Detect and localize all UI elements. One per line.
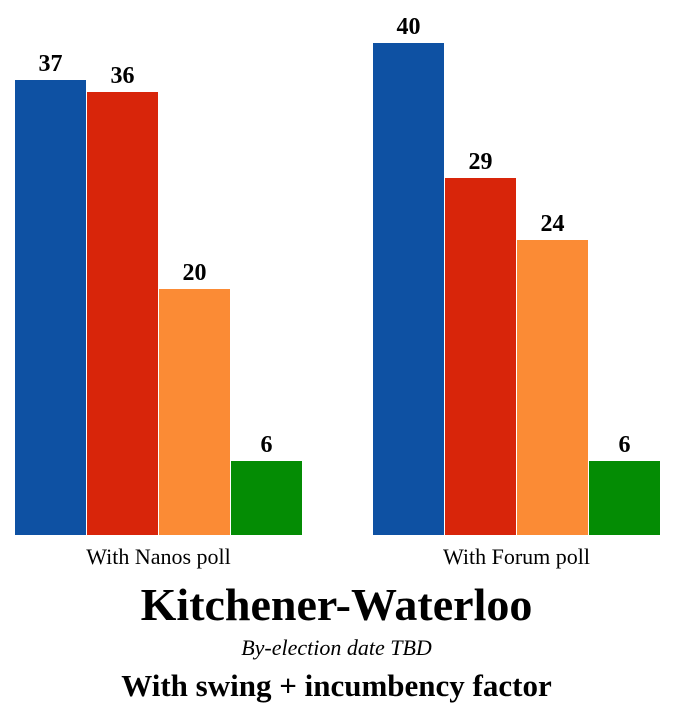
bar-orange	[159, 289, 230, 535]
bar-green	[231, 461, 302, 535]
bar-value-label: 36	[110, 63, 135, 89]
bar-group-bars: 37 36 20 6	[15, 0, 302, 535]
bar-green	[589, 461, 660, 535]
bar-group: 37 36 20 6 With Nanos poll	[15, 0, 302, 570]
bar-value-label: 29	[468, 149, 493, 175]
bar-value-label: 20	[182, 260, 207, 286]
bar-with-label: 37	[15, 51, 86, 535]
bar-group: 40 29 24 6 With Forum poll	[373, 0, 660, 570]
bar-group-bars: 40 29 24 6	[373, 0, 660, 535]
bar-with-label: 24	[517, 211, 588, 535]
bar-with-label: 6	[231, 432, 302, 535]
chart-subtitle: By-election date TBD	[241, 635, 432, 660]
bar-red	[445, 178, 516, 535]
chart-footnote: With swing + incumbency factor	[121, 668, 552, 703]
chart-title: Kitchener-Waterloo	[140, 579, 533, 630]
bar-blue	[373, 43, 444, 535]
bar-red	[87, 92, 158, 535]
bar-orange	[517, 240, 588, 535]
bar-blue	[15, 80, 86, 535]
bar-chart-plot-area: 37 36 20 6 With Nanos poll 40 29 24 6 With Forum …	[15, 0, 660, 570]
bar-with-label: 40	[373, 14, 444, 535]
bar-with-label: 6	[589, 432, 660, 535]
bar-value-label: 24	[540, 211, 565, 237]
bar-with-label: 29	[445, 149, 516, 535]
bar-value-label: 6	[260, 432, 273, 458]
bar-value-label: 40	[396, 14, 421, 40]
group-label: With Forum poll	[442, 544, 590, 569]
caption-block: Kitchener-Waterloo By-election date TBD …	[0, 581, 673, 703]
group-label: With Nanos poll	[86, 544, 231, 569]
bar-value-label: 37	[38, 51, 63, 77]
bar-with-label: 36	[87, 63, 158, 535]
bar-value-label: 6	[618, 432, 631, 458]
bar-with-label: 20	[159, 260, 230, 535]
